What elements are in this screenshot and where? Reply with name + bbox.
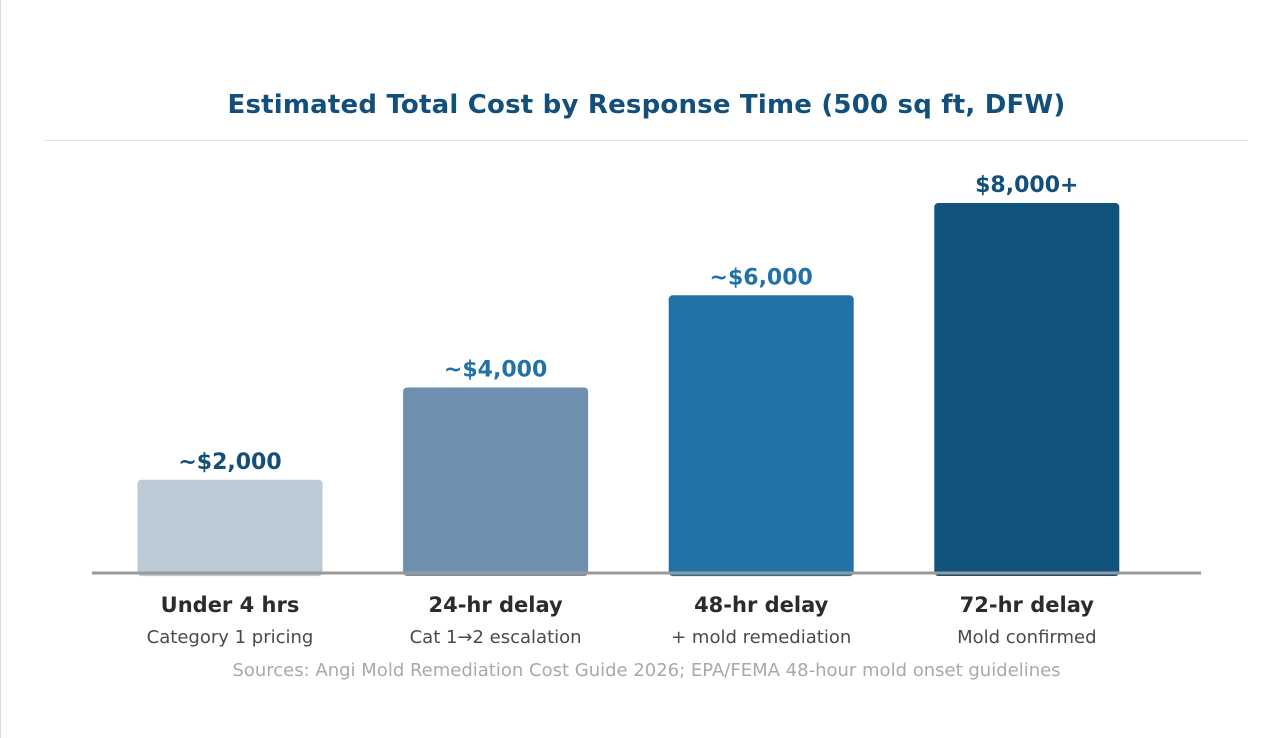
bar-value-label: ~$2,000 [178,450,281,475]
bar-value-label: ~$6,000 [710,265,813,290]
category-label: Under 4 hrs [161,593,300,617]
bar-2 [403,387,589,576]
category-sublabel: Cat 1→2 escalation [410,627,582,648]
chart-title: Estimated Total Cost by Response Time (5… [227,90,1066,120]
bar-3 [668,295,854,577]
category-label: 72-hr delay [960,593,1095,617]
category-label: 48-hr delay [694,593,829,617]
source-note: Sources: Angi Mold Remediation Cost Guid… [232,660,1061,681]
bar-value-label: ~$4,000 [444,358,547,383]
bar-value-label: $8,000+ [975,173,1078,198]
bar-4 [934,203,1120,576]
category-sublabel: Category 1 pricing [147,627,314,648]
category-sublabel: Mold confirmed [957,627,1096,648]
category-label: 24-hr delay [428,593,563,617]
bar-1 [137,479,323,577]
title-divider [45,140,1248,141]
category-sublabel: + mold remediation [671,627,851,648]
